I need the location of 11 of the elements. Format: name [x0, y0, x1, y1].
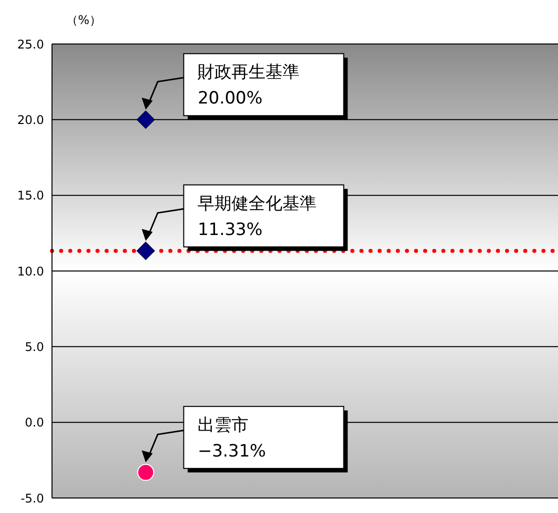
y-tick-label: 5.0: [24, 340, 44, 354]
y-axis-title: （%）: [66, 12, 102, 29]
y-tick-label: 10.0: [17, 264, 44, 278]
y-tick-label: 20.0: [17, 112, 44, 127]
y-tick-label: -5.0: [20, 491, 44, 506]
annotation: 出雲市 −3.31%: [198, 415, 266, 462]
annotation: 早期健全化基準 11.33%: [198, 194, 317, 240]
y-tick-label: 0.0: [24, 416, 44, 430]
y-tick-label: 25.0: [17, 37, 44, 52]
y-tick-label: 15.0: [17, 188, 44, 203]
annotation: 財政再生基準 20.00%: [198, 62, 300, 109]
